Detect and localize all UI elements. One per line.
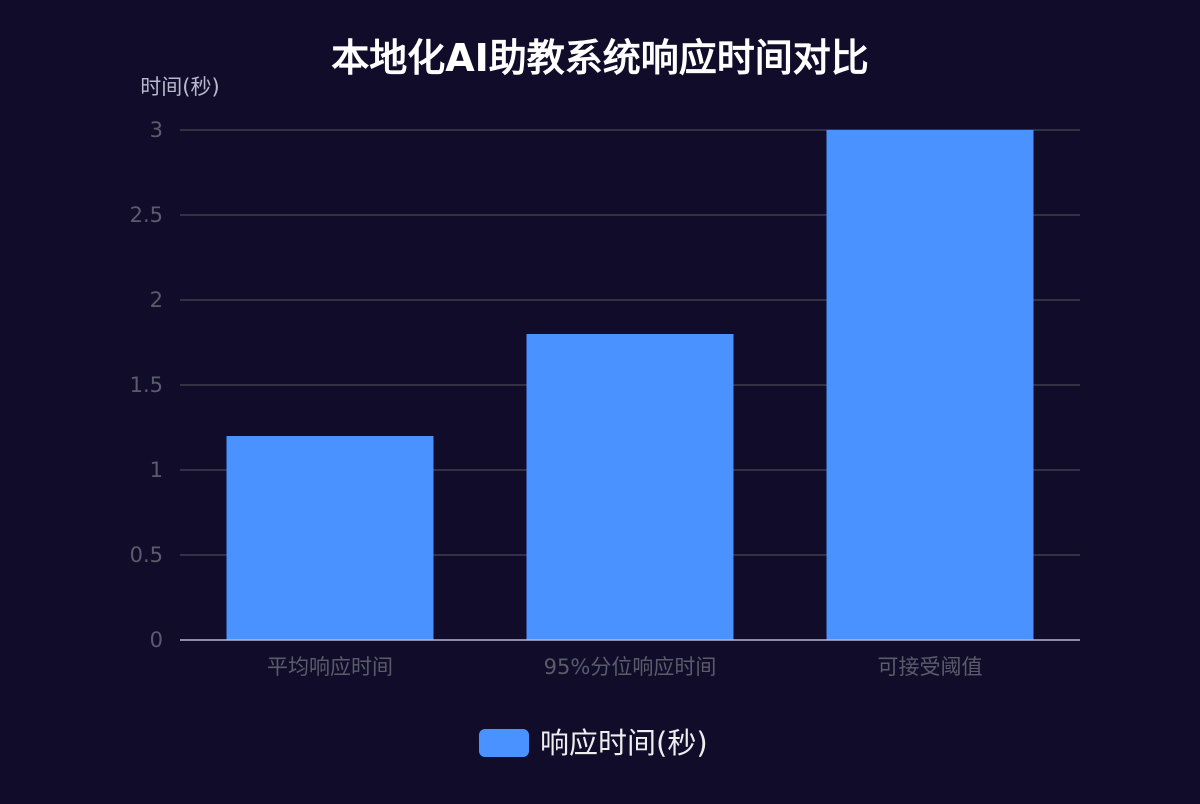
y-tick-label: 1 [150, 458, 163, 482]
bars [226, 130, 1034, 640]
legend-label[interactable]: 响应时间(秒) [540, 726, 708, 760]
y-tick-label: 0.5 [130, 543, 163, 567]
y-tick-label: 0 [150, 628, 163, 652]
x-tick-label: 可接受阈值 [878, 655, 983, 679]
legend[interactable]: 响应时间(秒) [479, 726, 708, 760]
x-tick-label: 95%分位响应时间 [544, 655, 717, 679]
y-tick-labels: 0 0.5 1 1.5 2 2.5 3 [130, 118, 163, 652]
bar-2[interactable] [526, 334, 734, 640]
y-tick-label: 2 [150, 288, 163, 312]
y-tick-label: 1.5 [130, 373, 163, 397]
x-tick-labels: 平均响应时间 95%分位响应时间 可接受阈值 [267, 655, 983, 679]
bar-1[interactable] [226, 436, 434, 640]
chart-title: 本地化AI助教系统响应时间对比 [331, 36, 869, 80]
x-tick-label: 平均响应时间 [267, 655, 393, 679]
y-axis-title: 时间(秒) [140, 75, 219, 99]
bar-3[interactable] [826, 130, 1034, 640]
y-tick-label: 2.5 [130, 203, 163, 227]
y-tick-label: 3 [150, 118, 163, 142]
legend-swatch[interactable] [479, 729, 529, 757]
